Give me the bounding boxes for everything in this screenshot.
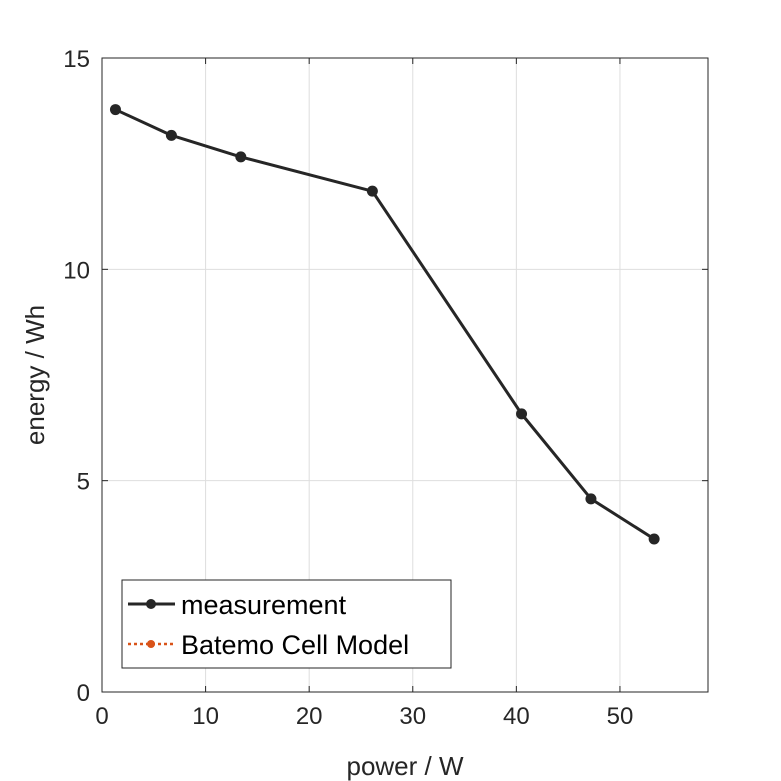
plot-box (101, 57, 709, 693)
legend-swatch-batemo-marker (147, 640, 155, 648)
x-tick-label: 0 (95, 703, 108, 730)
x-tick-label: 10 (192, 703, 219, 730)
data-point (516, 408, 528, 420)
y-tick-label: 10 (63, 257, 90, 284)
legend-label-batemo-cell-model: Batemo Cell Model (181, 630, 409, 660)
series-layer (109, 104, 660, 545)
x-tick-label: 40 (503, 703, 530, 730)
ticks (101, 57, 708, 693)
x-tick-label: 30 (399, 703, 426, 730)
data-point (648, 533, 660, 545)
data-point (366, 185, 378, 197)
y-tick-label: 0 (77, 680, 90, 707)
y-tick-label: 5 (77, 469, 90, 496)
data-point (109, 104, 121, 116)
y-axis-label: energy / Wh (20, 305, 50, 445)
data-point (585, 493, 597, 505)
data-point (165, 129, 177, 141)
legend-swatch-measurement-marker (146, 599, 156, 609)
x-axis-label: power / W (346, 751, 463, 781)
x-tick-label: 50 (607, 703, 634, 730)
legend: measurement Batemo Cell Model (121, 579, 452, 669)
legend-label-measurement: measurement (181, 590, 347, 620)
x-tick-label: 20 (296, 703, 323, 730)
legend-box (121, 579, 452, 669)
y-tick-label: 15 (63, 46, 90, 73)
tick-labels: 0 10 20 30 40 50 0 5 10 15 (63, 46, 633, 730)
data-point (235, 151, 247, 163)
